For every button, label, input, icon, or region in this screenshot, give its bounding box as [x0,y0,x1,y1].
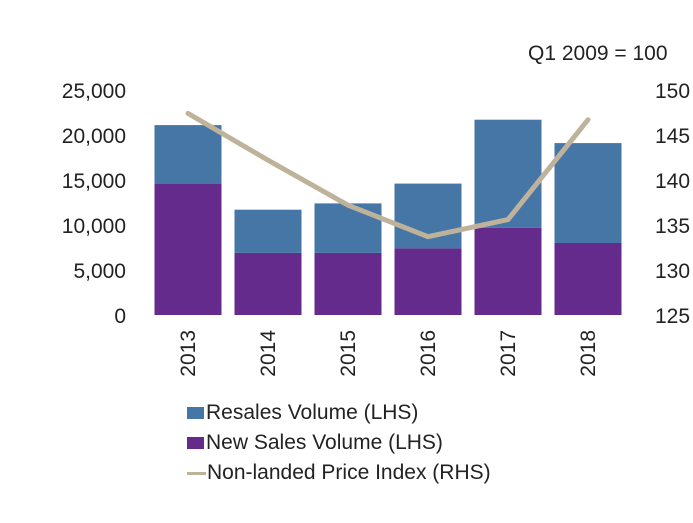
right-tick-label: 125 [655,305,690,328]
left-tick-label: 15,000 [62,170,126,193]
x-tick-label: 2017 [497,330,520,377]
bar-new-sales [554,243,622,315]
legend-label: Resales Volume (LHS) [206,401,419,424]
legend: Resales Volume (LHS) New Sales Volume (L… [187,398,491,488]
legend-item-price-index: Non-landed Price Index (RHS) [187,458,491,488]
bar-resales [314,203,382,253]
legend-swatch-new-sales [187,437,204,449]
legend-label: Non-landed Price Index (RHS) [207,461,491,484]
price-index-line [185,110,591,240]
bar-new-sales [474,227,542,315]
x-tick-label: 2015 [337,330,360,377]
left-tick-label: 20,000 [62,125,126,148]
x-tick-label: 2016 [417,330,440,377]
right-axis: 125 130 135 140 145 150 [655,80,690,328]
legend-item-resales: Resales Volume (LHS) [187,398,491,428]
right-tick-label: 150 [655,80,690,103]
right-tick-label: 145 [655,125,690,148]
left-axis: 0 5,000 10,000 15,000 20,000 25,000 [62,80,126,328]
bar-resales [154,125,222,184]
x-tick-label: 2013 [177,330,200,377]
bar-new-sales [154,183,222,315]
legend-swatch-price-index [187,471,206,475]
x-tick-label: 2014 [257,330,280,377]
left-tick-label: 5,000 [73,260,126,283]
x-axis: 2013 2014 2015 2016 2017 2018 [177,330,600,377]
bar-resales [554,143,622,243]
legend-item-new-sales: New Sales Volume (LHS) [187,428,491,458]
right-tick-label: 140 [655,170,690,193]
bar-new-sales [314,252,382,315]
bar-resales [474,119,542,228]
x-tick-label: 2018 [577,330,600,377]
bar-new-sales [234,252,302,315]
legend-label: New Sales Volume (LHS) [206,431,443,454]
left-tick-label: 0 [114,305,126,328]
left-tick-label: 10,000 [62,215,126,238]
right-tick-label: 130 [655,260,690,283]
bar-resales [234,209,302,253]
bar-new-sales [394,248,462,315]
legend-swatch-resales [187,407,204,419]
bars [154,119,622,315]
right-tick-label: 135 [655,215,690,238]
price-index-line-group [185,110,591,240]
index-base-annotation: Q1 2009 = 100 [528,42,668,65]
left-tick-label: 25,000 [62,80,126,103]
